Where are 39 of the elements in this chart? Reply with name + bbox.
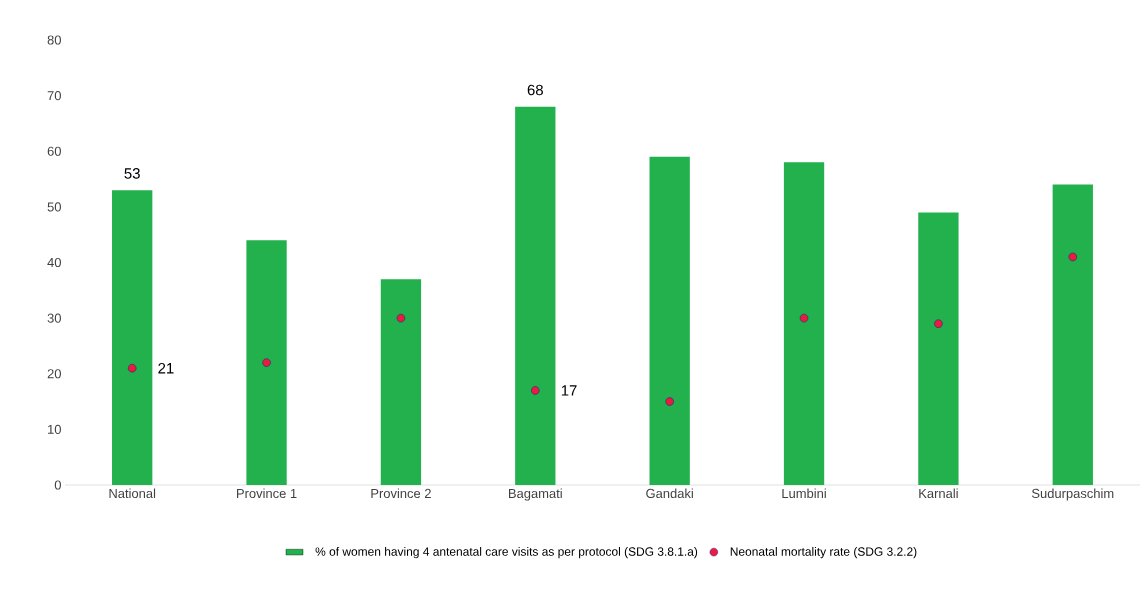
x-tick-label: Sudurpaschim (1031, 488, 1114, 501)
x-tick-label: Gandaki (646, 488, 693, 499)
point (531, 386, 540, 395)
x-tick-label: Lumbini (782, 488, 826, 499)
point (262, 358, 271, 367)
x-tick-label: Province 2 (371, 488, 431, 499)
legend-label: Neonatal mortality rate (SDG 3.2.2) (730, 547, 917, 559)
y-tick-label: 30 (47, 313, 61, 323)
y-tick-label: 40 (47, 257, 61, 268)
point (799, 313, 809, 323)
x-tick-label: Bagamati (509, 488, 562, 501)
data-label: 21 (158, 362, 174, 374)
legend-label: % of women having 4 antenatal care visits as per protocol (SDG 3.8.1.a) (315, 547, 698, 559)
x-tick-label: Province 1 (237, 488, 297, 499)
point (127, 364, 137, 373)
bar (380, 279, 422, 485)
point (665, 397, 674, 406)
bar (649, 156, 690, 485)
y-tick-label: 60 (47, 146, 61, 156)
y-tick-label: 50 (47, 202, 61, 212)
point (934, 319, 943, 328)
data-label: 68 (527, 84, 543, 96)
bar (515, 106, 556, 485)
bar (246, 240, 287, 485)
bar (1052, 184, 1093, 485)
data-label: 53 (124, 168, 140, 179)
bar (783, 162, 825, 485)
y-tick-label: 80 (47, 35, 61, 45)
y-tick-label: 0 (54, 480, 61, 490)
data-label: 17 (561, 385, 577, 396)
y-tick-label: 10 (48, 424, 61, 434)
bar (112, 190, 153, 485)
y-tick-label: 70 (47, 91, 61, 101)
bar (918, 212, 959, 485)
point (1068, 252, 1077, 262)
y-tick-label: 20 (47, 369, 61, 379)
x-tick-label: Karnali (919, 488, 958, 499)
x-tick-label: National (109, 488, 156, 499)
point (396, 313, 406, 323)
